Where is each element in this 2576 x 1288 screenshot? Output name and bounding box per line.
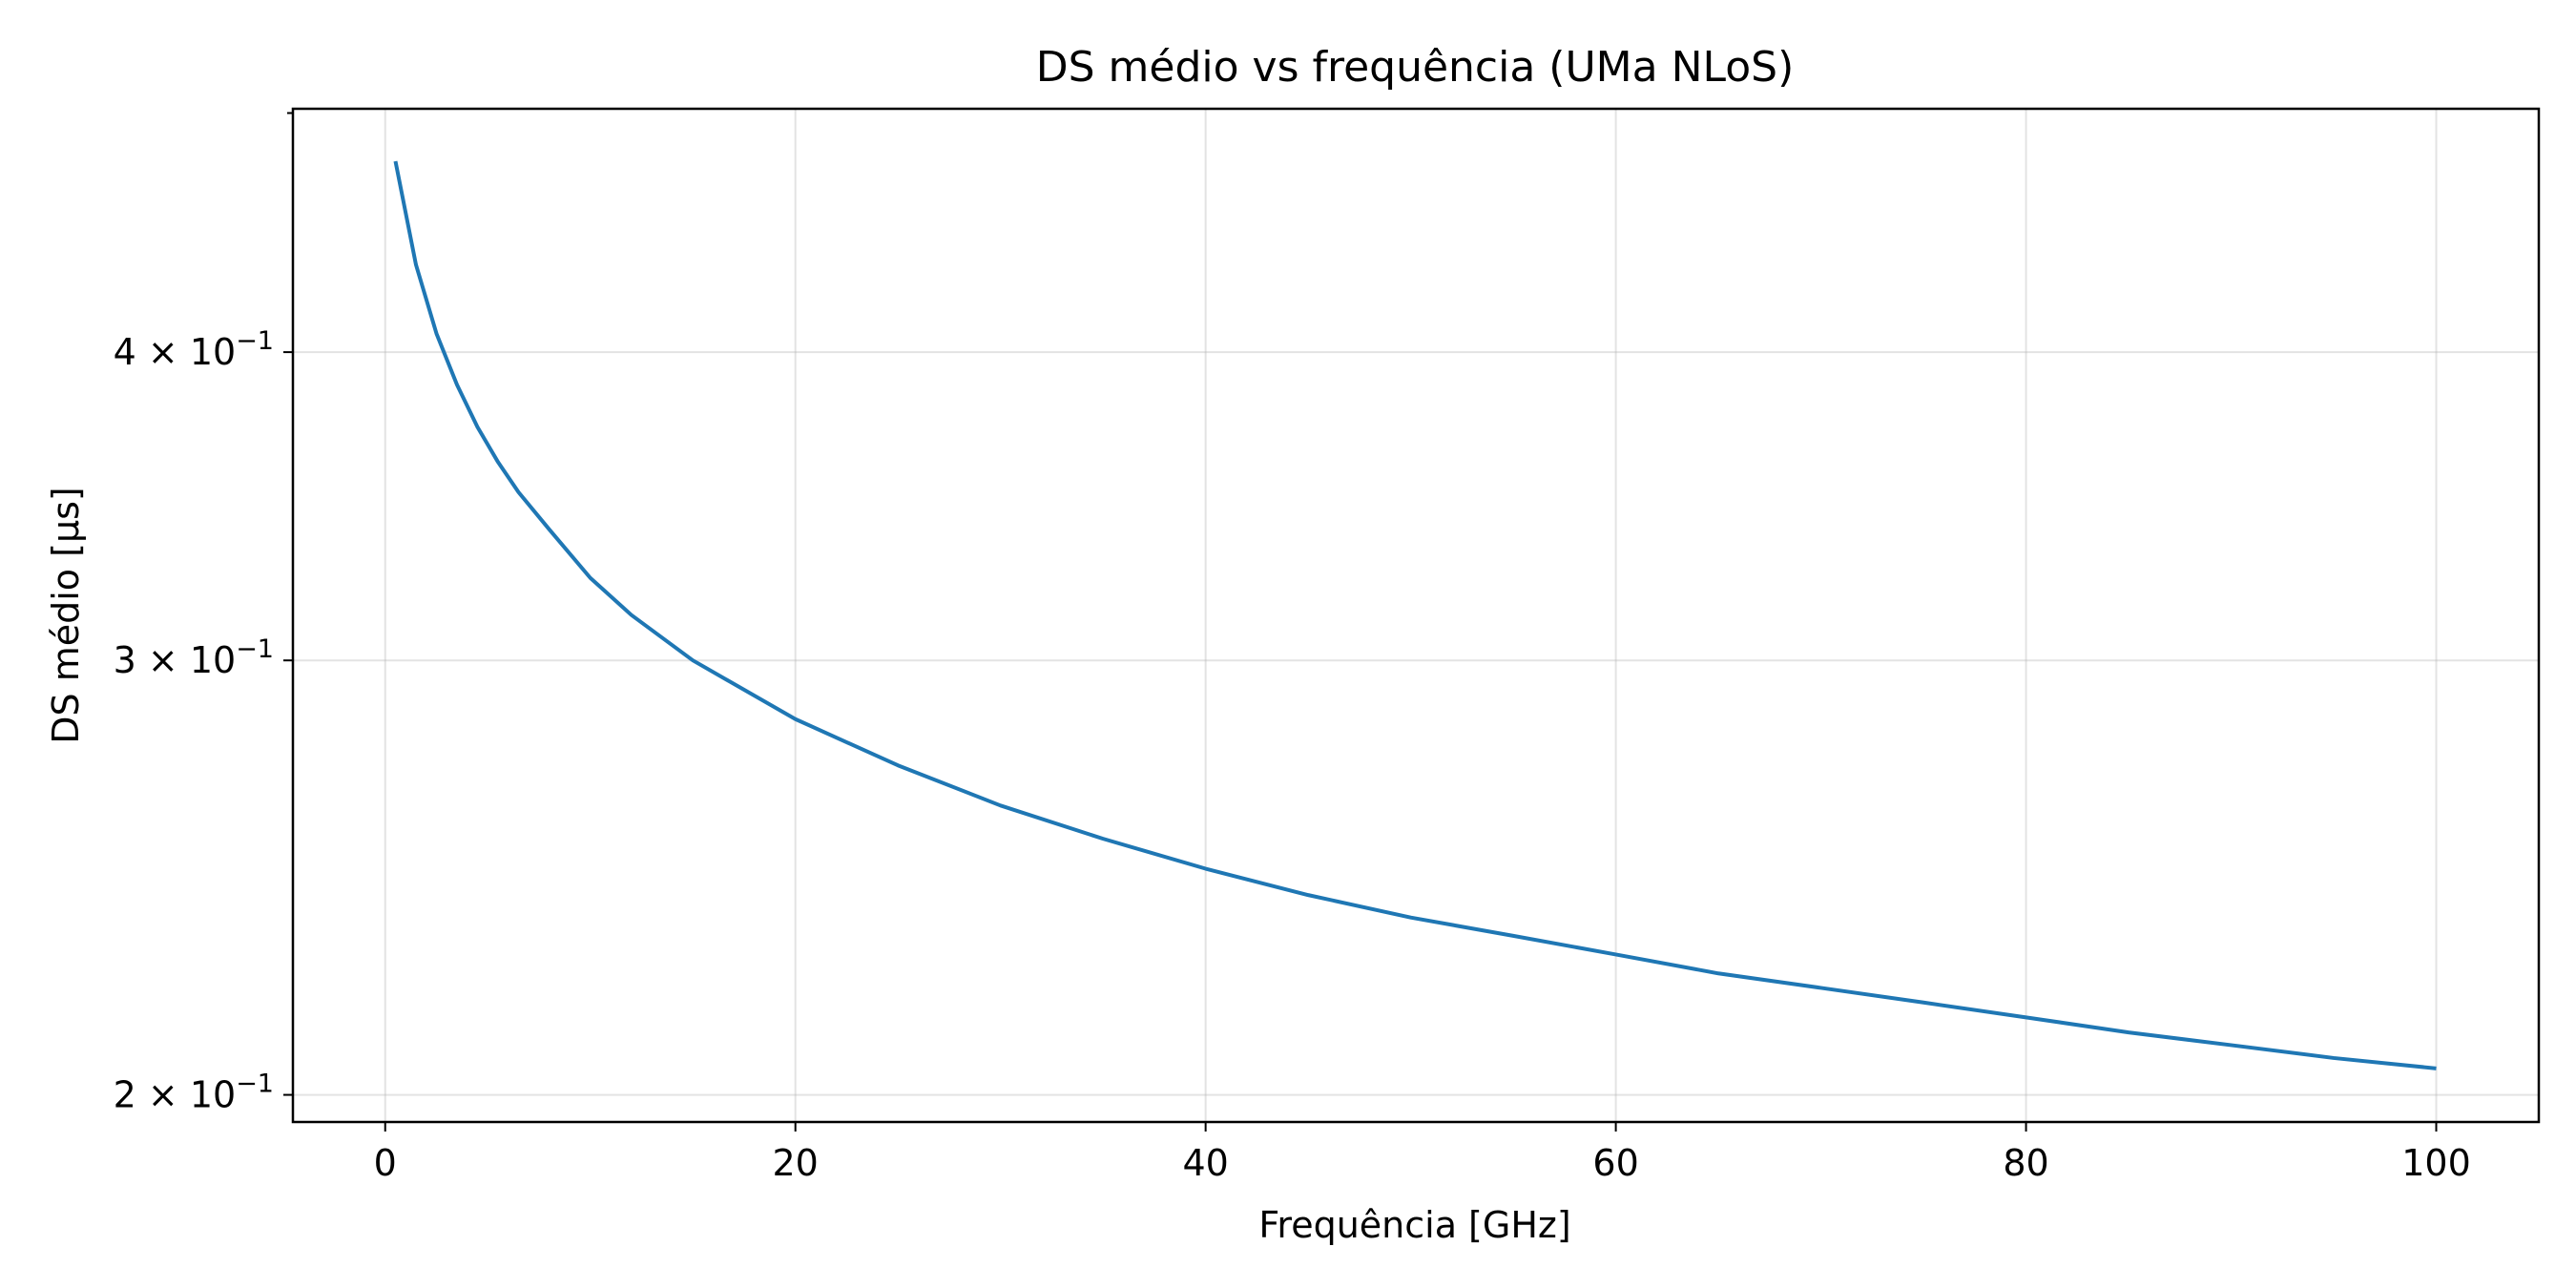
- y-axis-label: DS médio [µs]: [45, 487, 87, 744]
- x-axis-label: Frequência [GHz]: [1258, 1204, 1570, 1246]
- series-layer: [393, 160, 2437, 1070]
- plot-area-frame: [291, 107, 2541, 1124]
- y-tick-label: 3 × 10−1: [114, 634, 274, 681]
- series-line-ds-medio: [393, 160, 2437, 1070]
- x-tick-label: 80: [2003, 1142, 2048, 1184]
- y-tick-label: 4 × 10−1: [114, 326, 274, 373]
- y-axis: 2 × 10−1 3 × 10−1 4 × 10−1: [114, 112, 293, 1116]
- x-axis: 0 20 40 60 80 100: [374, 1122, 2471, 1184]
- y-tick-label: 2 × 10−1: [114, 1070, 274, 1116]
- grid-lines: [293, 109, 2539, 1122]
- x-tick-label: 100: [2401, 1142, 2471, 1184]
- chart-title: DS médio vs frequência (UMa NLoS): [1036, 43, 1795, 92]
- x-tick-label: 0: [374, 1142, 397, 1184]
- x-tick-label: 40: [1182, 1142, 1228, 1184]
- x-tick-label: 20: [773, 1142, 819, 1184]
- x-tick-label: 60: [1592, 1142, 1638, 1184]
